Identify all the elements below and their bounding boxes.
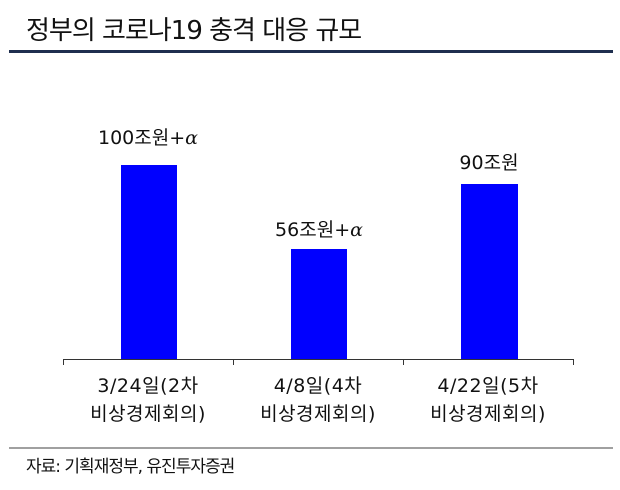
x-axis-tick	[233, 359, 234, 365]
x-axis-tick	[403, 359, 404, 365]
bar-3	[461, 184, 518, 359]
bar-value-label-1: 100조원+α	[98, 127, 198, 149]
x-axis-line	[63, 359, 574, 360]
source-note: 자료: 기획재정부, 유진투자증권	[26, 457, 235, 477]
x-axis-label-1: 3/24일(2차 비상경제회의)	[90, 375, 206, 425]
chart-title: 정부의 코로나19 충격 대응 규모	[26, 16, 362, 46]
bar-1	[121, 165, 177, 359]
bar-chart: 100조원+α 56조원+α 90조원 3/24일(2차 비상경제회의) 4/8일…	[63, 127, 574, 425]
x-axis-tick	[63, 359, 64, 365]
source-divider	[9, 447, 613, 449]
bar-2	[291, 249, 347, 359]
bar-value-label-3: 90조원	[459, 152, 519, 174]
x-axis-label-3: 4/22일(5차 비상경제회의)	[430, 375, 546, 425]
x-axis-tick	[573, 359, 574, 365]
title-divider	[9, 50, 613, 53]
x-axis-label-2: 4/8일(4차 비상경제회의)	[260, 375, 376, 425]
bar-value-label-2: 56조원+α	[275, 219, 363, 241]
